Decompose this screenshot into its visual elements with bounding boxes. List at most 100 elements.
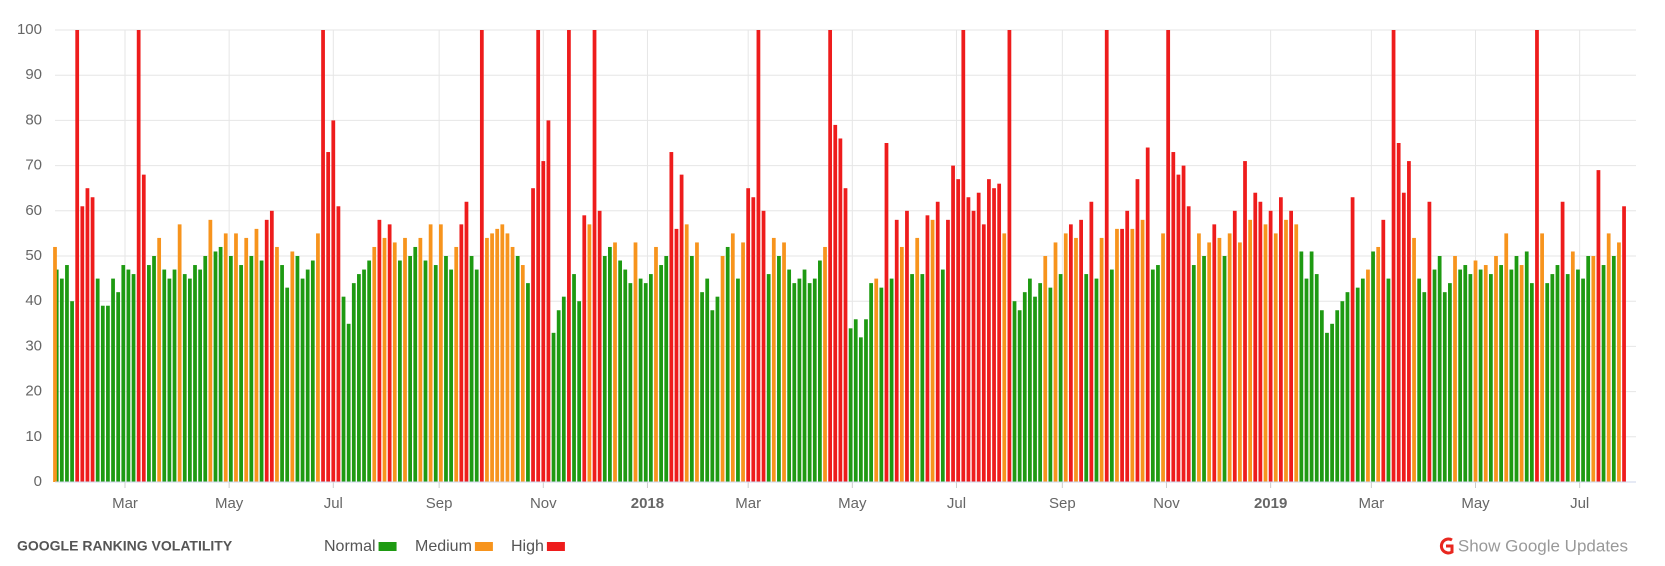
legend: Normal Medium High	[324, 538, 565, 555]
bar	[961, 30, 966, 482]
x-tick-label: May	[215, 495, 244, 512]
bar	[1401, 192, 1406, 482]
bar	[295, 256, 300, 482]
bar	[382, 237, 387, 482]
bar	[182, 274, 187, 482]
bar	[1417, 278, 1422, 482]
bar	[597, 210, 602, 483]
bar	[1565, 274, 1570, 482]
bar	[971, 210, 976, 483]
bar	[720, 256, 725, 482]
bar	[1412, 237, 1416, 482]
bar	[1166, 30, 1171, 482]
bar	[987, 179, 991, 482]
x-tick-label: 2018	[631, 495, 664, 512]
bar	[213, 251, 218, 482]
legend-label: Normal	[324, 538, 376, 555]
bar	[1161, 233, 1165, 482]
bar	[474, 269, 479, 482]
bar	[1535, 30, 1539, 482]
bar	[925, 215, 930, 482]
bar	[1273, 233, 1278, 482]
bar	[1063, 233, 1068, 482]
bar	[608, 246, 612, 482]
x-tick-label: May	[838, 495, 867, 512]
bar	[1453, 256, 1457, 482]
bar	[725, 246, 730, 482]
bar	[1099, 237, 1104, 482]
bar	[1494, 256, 1498, 482]
bar	[1458, 269, 1463, 482]
show-updates[interactable]: Show Google Updates	[1439, 536, 1628, 555]
bar	[951, 165, 955, 482]
bar	[1012, 301, 1017, 482]
bar	[1350, 197, 1355, 483]
bar	[1499, 265, 1503, 482]
bar	[1617, 242, 1621, 482]
bar	[695, 242, 699, 482]
bar	[905, 210, 909, 483]
button-label[interactable]: Show Google Updates	[1458, 536, 1628, 555]
bar	[1084, 274, 1089, 482]
bar	[736, 278, 740, 482]
bar	[746, 188, 751, 482]
bar	[1555, 265, 1560, 482]
bar	[490, 233, 494, 482]
bar	[100, 305, 105, 482]
bar	[674, 228, 679, 482]
bar	[485, 237, 489, 482]
y-tick-label: 40	[25, 292, 42, 309]
x-tick-label: Mar	[735, 495, 761, 512]
bar	[889, 278, 894, 482]
x-tick-label: May	[1461, 495, 1490, 512]
y-tick-label: 10	[25, 428, 42, 445]
bar	[1191, 265, 1196, 482]
bar	[367, 260, 372, 482]
google-icon	[1439, 537, 1454, 555]
bar	[1017, 310, 1022, 482]
bar	[1560, 201, 1565, 482]
x-tick-label: Nov	[530, 495, 557, 512]
bar	[121, 265, 126, 482]
bar	[864, 319, 868, 482]
bar	[633, 242, 638, 482]
bar	[377, 219, 382, 482]
bar	[428, 224, 433, 483]
bar	[567, 30, 571, 482]
bar	[1366, 269, 1370, 482]
bar	[1156, 265, 1160, 482]
bar	[479, 30, 484, 482]
legend-label: Medium	[415, 538, 472, 555]
bar	[1068, 224, 1073, 483]
bar	[275, 246, 279, 482]
bar	[300, 278, 305, 482]
bar	[997, 183, 1002, 482]
bar	[730, 233, 735, 482]
bar	[188, 278, 192, 482]
bar	[264, 219, 269, 482]
bar	[290, 251, 295, 482]
bar	[1545, 283, 1550, 482]
bar	[884, 143, 889, 482]
bar	[1376, 246, 1381, 482]
bar	[1381, 219, 1386, 482]
bar	[167, 278, 172, 482]
bar	[1253, 192, 1258, 482]
bar	[346, 323, 351, 482]
bar	[812, 278, 817, 482]
bar	[59, 278, 64, 482]
bar	[1325, 332, 1329, 482]
bar	[1448, 283, 1452, 482]
bar	[1550, 274, 1555, 482]
bar	[423, 260, 428, 482]
bar	[387, 224, 392, 483]
bar	[541, 161, 546, 482]
bar	[152, 256, 156, 482]
bar	[372, 246, 377, 482]
bar	[1442, 292, 1447, 482]
bar	[239, 265, 243, 482]
bar	[1104, 30, 1109, 482]
bar	[1606, 233, 1611, 482]
bar	[1007, 30, 1012, 482]
bar	[259, 260, 264, 482]
